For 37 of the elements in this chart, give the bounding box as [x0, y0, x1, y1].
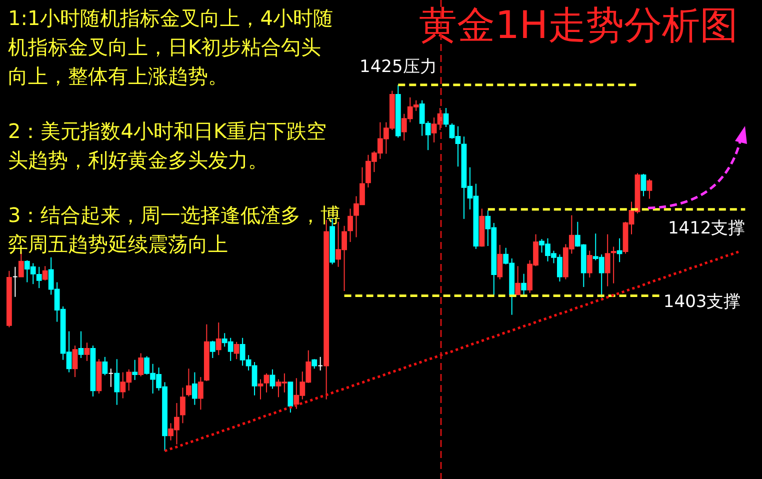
candlestick [42, 266, 48, 281]
candlestick [198, 376, 204, 410]
candlestick [646, 178, 652, 200]
candlestick [186, 368, 192, 397]
chart-title: 黄金1H走势分析图 [419, 2, 738, 49]
candlestick [348, 208, 353, 242]
candlestick [84, 342, 90, 362]
candlestick [264, 372, 270, 393]
candlestick [210, 340, 216, 359]
candlestick [258, 378, 264, 400]
annotation: 2：美元指数4小时和日K重启下跌空头趋势，利好黄金多头发力。 [8, 118, 328, 174]
candlestick [72, 345, 78, 378]
candlestick [270, 368, 276, 390]
annotation: 1:1小时随机指标金叉向上，4小时随机指标金叉向上，日K初步粘合勾头向上，整体有上涨趋势。 [8, 5, 334, 90]
candlestick [288, 382, 294, 414]
candlestick [604, 234, 610, 287]
annotation: 3：结合起来，周一选择逢低渣多，博弈周五趋势延续震荡向上 [8, 202, 342, 258]
candlestick [586, 250, 592, 278]
candlestick [78, 330, 84, 359]
candlestick [114, 358, 120, 406]
candlestick [640, 173, 646, 197]
candlestick [312, 358, 318, 370]
candlestick [515, 266, 521, 296]
candlestick [216, 322, 222, 356]
candlestick [192, 372, 198, 406]
candlestick [138, 352, 144, 377]
series-label: 1412支撑 [668, 218, 746, 238]
candlestick [497, 244, 503, 280]
candlestick [443, 107, 449, 128]
candlestick [610, 246, 616, 284]
candlestick [180, 387, 186, 424]
series-label: 1425压力 [360, 56, 437, 77]
candlestick [234, 341, 240, 360]
series-label: 1403支撑 [663, 292, 741, 312]
candlestick [521, 273, 526, 296]
candlestick [132, 359, 138, 380]
candlestick [102, 356, 108, 376]
